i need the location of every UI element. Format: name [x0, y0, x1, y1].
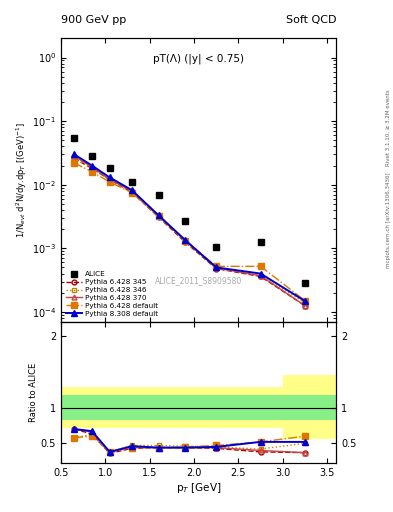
- Text: Rivet 3.1.10, ≥ 3.2M events: Rivet 3.1.10, ≥ 3.2M events: [386, 90, 391, 166]
- Text: pT(Λ) (|y| < 0.75): pT(Λ) (|y| < 0.75): [153, 54, 244, 65]
- Text: mcplots.cern.ch [arXiv:1306.3436]: mcplots.cern.ch [arXiv:1306.3436]: [386, 173, 391, 268]
- Legend: ALICE, Pythia 6.428 345, Pythia 6.428 346, Pythia 6.428 370, Pythia 6.428 defaul: ALICE, Pythia 6.428 345, Pythia 6.428 34…: [64, 270, 159, 318]
- Text: Soft QCD: Soft QCD: [286, 14, 336, 25]
- Y-axis label: Ratio to ALICE: Ratio to ALICE: [29, 363, 38, 422]
- Text: ALICE_2011_S8909580: ALICE_2011_S8909580: [155, 276, 242, 285]
- X-axis label: p$_{T}$ [GeV]: p$_{T}$ [GeV]: [176, 481, 221, 495]
- Y-axis label: 1/N$_{evt}$ d$^{2}$N/dy.dp$_{T}$ [(GeV)$^{-1}$]: 1/N$_{evt}$ d$^{2}$N/dy.dp$_{T}$ [(GeV)$…: [15, 122, 29, 238]
- Text: 900 GeV pp: 900 GeV pp: [61, 14, 126, 25]
